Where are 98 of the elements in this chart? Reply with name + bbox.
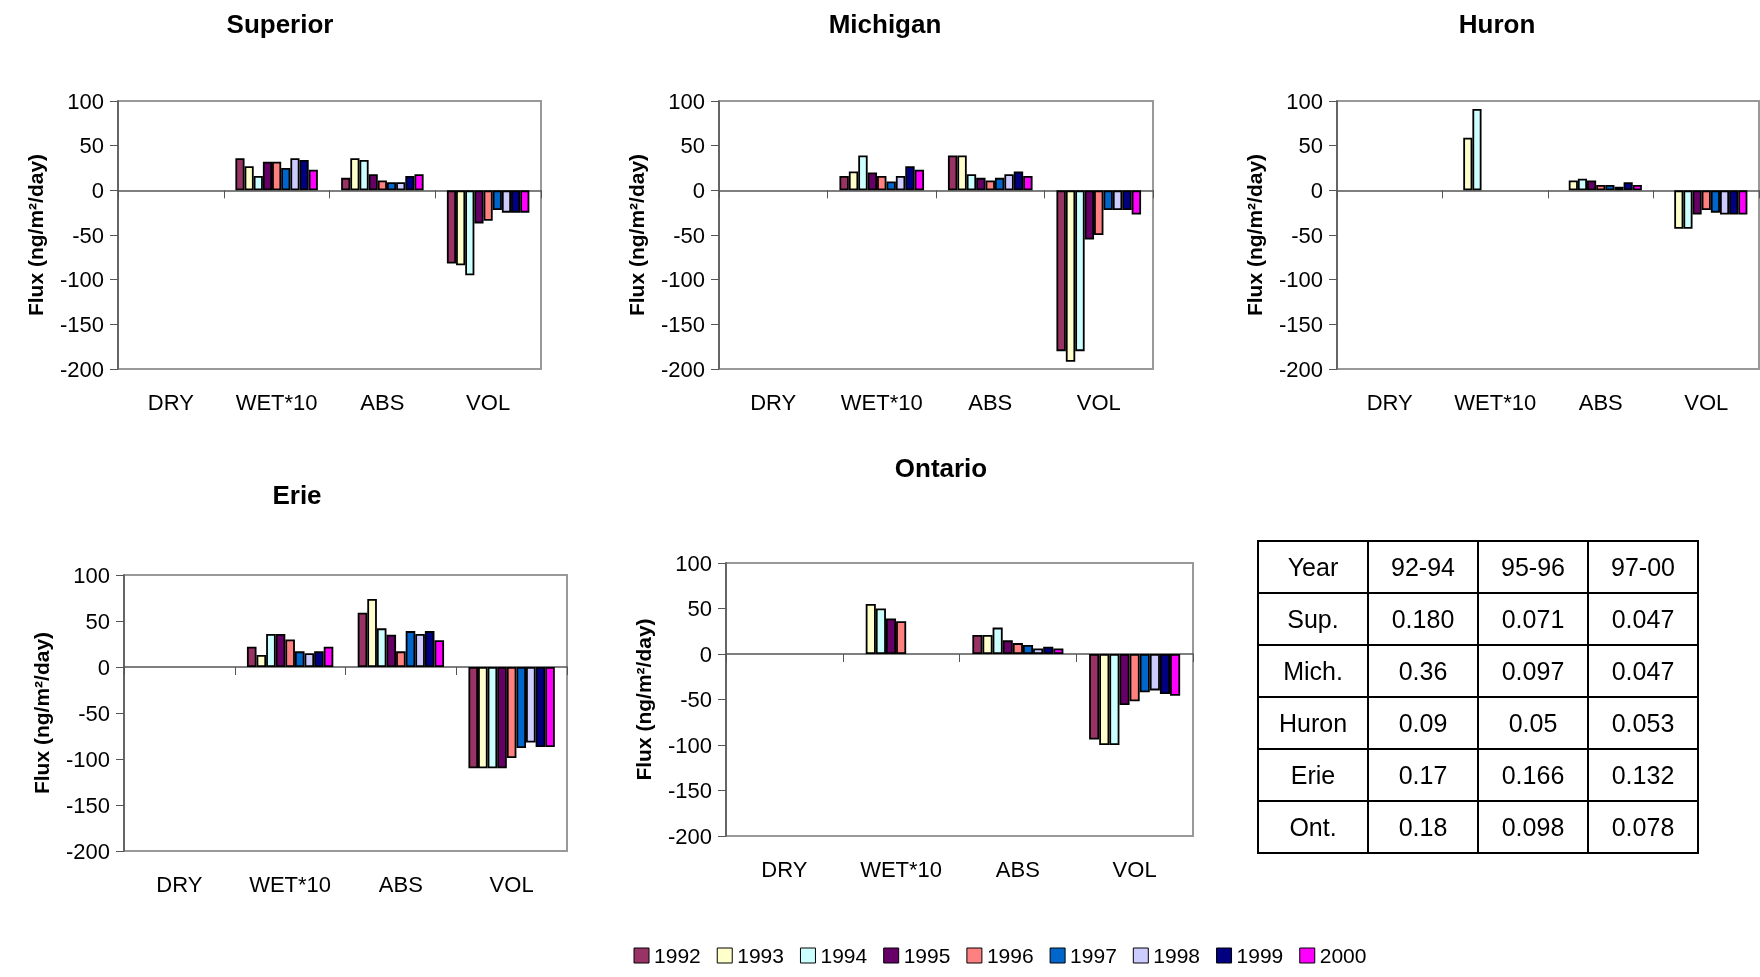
y-tick-label: -200 — [667, 823, 712, 849]
text: 0.18 — [1398, 812, 1448, 841]
y-tick-label: -50 — [680, 687, 712, 712]
legend-label: 1995 — [903, 944, 951, 967]
y-axis-title: Flux (ng/m²/day) — [30, 631, 53, 795]
chart-title: Michigan — [828, 9, 942, 39]
legend-label: 1993 — [737, 944, 784, 967]
y-tick-label: 50 — [680, 133, 705, 159]
y-tick-label: -150 — [59, 311, 104, 337]
y-tick-label: -200 — [1278, 356, 1323, 382]
y-tick-label: 0 — [91, 177, 104, 203]
x-tick-label: WET*10 — [249, 871, 332, 897]
category-label: Mich. — [1283, 656, 1343, 685]
text: 0.17 — [1398, 760, 1448, 789]
y-tick-label: -50 — [78, 700, 110, 726]
x-tick-label: DRY — [147, 389, 195, 415]
y-tick-label: 100 — [668, 88, 705, 114]
category-label: 92-94 — [1368, 541, 1478, 593]
x-tick-label: ABS — [1578, 389, 1623, 415]
legend-label: 1998 — [1153, 944, 1201, 967]
x-tick-label: VOL — [1112, 856, 1157, 882]
y-tick-label: 0 — [97, 654, 110, 680]
y-tick-label: -50 — [673, 222, 705, 248]
y-tick-label: -100 — [59, 267, 104, 293]
y-tick-label: -50 — [1291, 222, 1323, 248]
text: 0.097 — [1501, 656, 1565, 685]
chart-title: Huron — [1458, 9, 1536, 39]
x-tick-label: WET*10 — [860, 856, 943, 882]
y-tick-label: -200 — [65, 838, 110, 864]
x-tick-label: ABS — [360, 389, 405, 415]
y-tick-label: -150 — [660, 311, 705, 337]
x-tick-label: VOL — [489, 871, 534, 897]
category-label: Sup. — [1287, 604, 1339, 633]
y-tick-label: 50 — [687, 596, 712, 621]
text: 0.047 — [1611, 604, 1675, 633]
y-tick-label: -200 — [660, 356, 705, 382]
y-tick-label: 50 — [79, 133, 104, 159]
text: 0.36 — [1398, 656, 1448, 685]
category-label: Erie — [1290, 760, 1336, 789]
text: Year — [1258, 541, 1368, 593]
category-label: 97-00 — [1588, 541, 1698, 593]
y-tick-label: 50 — [1298, 133, 1323, 159]
text: 0.071 — [1501, 604, 1565, 633]
y-tick-label: -50 — [72, 222, 104, 248]
y-tick-label: -100 — [65, 746, 110, 772]
legend-label: 1996 — [986, 944, 1034, 967]
text: 0.166 — [1501, 760, 1565, 789]
x-tick-label: ABS — [378, 871, 423, 897]
text: 0.09 — [1398, 708, 1448, 737]
text: 0.098 — [1501, 812, 1565, 841]
y-tick-label: 50 — [85, 608, 110, 634]
category-label: 95-96 — [1478, 541, 1588, 593]
text: 0.180 — [1391, 604, 1455, 633]
x-tick-label: VOL — [1684, 389, 1729, 415]
category-label: Ont. — [1289, 812, 1337, 841]
y-tick-label: -200 — [59, 356, 104, 382]
y-tick-label: -150 — [667, 778, 712, 803]
y-tick-label: 0 — [692, 177, 705, 203]
y-tick-label: -100 — [660, 267, 705, 293]
legend-label: 1999 — [1236, 944, 1284, 967]
y-tick-label: 100 — [67, 88, 104, 114]
y-axis-title: Flux (ng/m²/day) — [632, 618, 655, 781]
y-tick-label: 100 — [73, 562, 110, 588]
text: 0.053 — [1611, 708, 1675, 737]
y-tick-label: 100 — [1286, 88, 1323, 114]
x-tick-label: DRY — [1366, 389, 1414, 415]
y-tick-label: -150 — [65, 792, 110, 818]
y-tick-label: -150 — [1278, 311, 1323, 337]
x-tick-label: ABS — [968, 389, 1013, 415]
x-tick-label: WET*10 — [1454, 389, 1537, 415]
chart-title: Ontario — [894, 453, 988, 483]
x-tick-label: DRY — [750, 389, 797, 415]
x-tick-label: DRY — [156, 871, 203, 897]
x-tick-label: DRY — [761, 856, 808, 882]
legend-label: 1997 — [1070, 944, 1117, 967]
x-tick-label: WET*10 — [840, 389, 923, 415]
y-tick-label: 100 — [675, 550, 712, 576]
y-axis-title: Flux (ng/m²/day) — [24, 153, 47, 317]
y-axis-title: Flux (ng/m²/day) — [1243, 153, 1266, 317]
x-tick-label: ABS — [995, 856, 1040, 882]
chart-title: Erie — [272, 480, 322, 510]
chart-title: Superior — [226, 9, 334, 39]
y-tick-label: -100 — [1278, 267, 1323, 293]
text: 0.132 — [1611, 760, 1675, 789]
legend-label: 1992 — [654, 944, 701, 967]
x-tick-label: VOL — [466, 389, 511, 415]
x-tick-label: VOL — [1076, 389, 1121, 415]
y-tick-label: -100 — [667, 732, 712, 758]
x-tick-label: WET*10 — [235, 389, 318, 415]
category-label: Huron — [1278, 708, 1348, 737]
text: 0.078 — [1611, 812, 1675, 841]
text: 0.05 — [1508, 708, 1558, 737]
text: 0.047 — [1611, 656, 1675, 685]
y-tick-label: 0 — [1310, 177, 1323, 203]
legend-label: 1994 — [820, 944, 868, 967]
y-axis-title: Flux (ng/m²/day) — [625, 153, 648, 317]
y-tick-label: 0 — [699, 641, 712, 667]
legend-label: 2000 — [1319, 944, 1367, 967]
